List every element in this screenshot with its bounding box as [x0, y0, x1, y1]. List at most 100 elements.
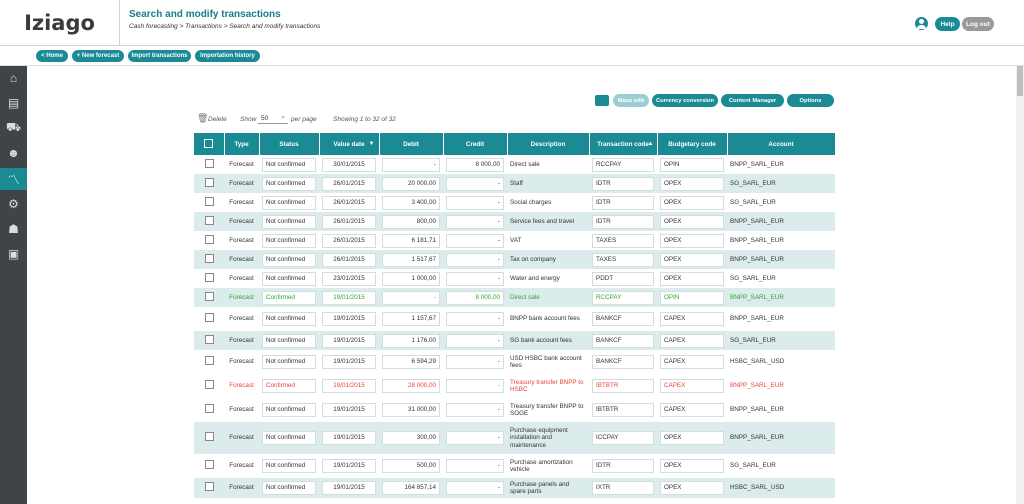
- budgetary-code-cell[interactable]: OPEX: [657, 212, 727, 231]
- credit-cell-value[interactable]: -: [446, 271, 504, 286]
- credit-cell-value[interactable]: -: [446, 176, 504, 191]
- table-row[interactable]: Forecast Not confirmed 19/01/2015 31 000,00…: [194, 398, 835, 422]
- column-transaction-code[interactable]: Transaction code ▲: [589, 133, 658, 155]
- debit-cell[interactable]: 1 176,00: [379, 331, 443, 350]
- value-date-cell[interactable]: 19/01/2015: [319, 350, 379, 374]
- status-cell[interactable]: Not confirmed: [259, 454, 319, 478]
- status-cell[interactable]: Not confirmed: [259, 331, 319, 350]
- credit-cell-value[interactable]: -: [446, 431, 504, 445]
- transaction-code-cell[interactable]: BANKCF: [589, 331, 657, 350]
- table-row[interactable]: Forecast Not confirmed 26/01/2015 1 517,67-…: [194, 250, 835, 269]
- row-checkbox[interactable]: [204, 272, 214, 282]
- budgetary-code-cell-value[interactable]: CAPEX: [660, 355, 724, 369]
- table-row[interactable]: Forecast Not confirmed 19/01/2015 6 594,29-…: [194, 350, 835, 374]
- budgetary-code-cell-value[interactable]: OPEX: [660, 481, 724, 495]
- budgetary-code-cell-value[interactable]: CAPEX: [660, 403, 724, 417]
- budgetary-code-cell-value[interactable]: OPEX: [660, 271, 724, 286]
- logout-button[interactable]: Log out: [962, 17, 994, 31]
- value-date-cell[interactable]: 26/01/2015: [319, 250, 379, 269]
- row-checkbox[interactable]: [204, 356, 214, 366]
- transaction-code-cell[interactable]: IDTR: [589, 212, 657, 231]
- credit-cell[interactable]: 8 000,00: [443, 288, 507, 307]
- status-cell-value[interactable]: Not confirmed: [262, 481, 316, 495]
- value-date-cell[interactable]: 23/01/2015: [319, 269, 379, 288]
- credit-cell-value[interactable]: -: [446, 233, 504, 248]
- table-row[interactable]: Forecast Not confirmed 19/01/2015 1 176,00-…: [194, 331, 835, 350]
- credit-cell[interactable]: -: [443, 250, 507, 269]
- transaction-code-cell-value[interactable]: TAXES: [592, 233, 654, 248]
- status-cell[interactable]: Not confirmed: [259, 212, 319, 231]
- status-cell-value[interactable]: Confirmed: [262, 290, 316, 305]
- status-cell-value[interactable]: Not confirmed: [262, 233, 316, 248]
- credit-cell-value[interactable]: 8 000,00: [446, 290, 504, 305]
- column-account[interactable]: Account: [727, 133, 836, 155]
- value-date-cell-value[interactable]: 19/01/2015: [322, 355, 376, 369]
- budgetary-code-cell[interactable]: OPEX: [657, 454, 727, 478]
- status-cell[interactable]: Not confirmed: [259, 422, 319, 454]
- transaction-code-cell-value[interactable]: IBTBTR: [592, 403, 654, 417]
- value-date-cell-value[interactable]: 19/01/2015: [322, 459, 376, 473]
- column-description[interactable]: Description: [507, 133, 590, 155]
- value-date-cell[interactable]: 19/01/2015: [319, 331, 379, 350]
- column-type[interactable]: Type: [224, 133, 260, 155]
- mass-edit-button[interactable]: Mass edit: [613, 94, 649, 107]
- import-transactions-button[interactable]: Import transactions: [128, 50, 191, 62]
- credit-cell-value[interactable]: -: [446, 355, 504, 369]
- budgetary-code-cell[interactable]: OPEX: [657, 250, 727, 269]
- debit-cell-value[interactable]: 6 181,71: [382, 233, 440, 248]
- credit-cell[interactable]: -: [443, 374, 507, 398]
- debit-cell-value[interactable]: 31 000,00: [382, 403, 440, 417]
- budgetary-code-cell[interactable]: OPIN: [657, 155, 727, 174]
- transaction-code-cell[interactable]: TAXES: [589, 231, 657, 250]
- budgetary-code-cell[interactable]: OPEX: [657, 174, 727, 193]
- importation-history-button[interactable]: Importation history: [195, 50, 260, 62]
- credit-cell[interactable]: -: [443, 350, 507, 374]
- status-cell-value[interactable]: Not confirmed: [262, 195, 316, 210]
- budgetary-code-cell[interactable]: CAPEX: [657, 398, 727, 422]
- row-checkbox[interactable]: [204, 234, 214, 244]
- document-icon[interactable]: ▤: [7, 96, 20, 110]
- column-credit[interactable]: Credit: [443, 133, 508, 155]
- value-date-cell[interactable]: 26/01/2015: [319, 174, 379, 193]
- status-cell-value[interactable]: Not confirmed: [262, 459, 316, 473]
- value-date-cell[interactable]: 19/01/2015: [319, 478, 379, 498]
- status-cell[interactable]: Not confirmed: [259, 155, 319, 174]
- row-checkbox[interactable]: [204, 313, 214, 323]
- status-cell-value[interactable]: Not confirmed: [262, 333, 316, 348]
- budgetary-code-cell-value[interactable]: CAPEX: [660, 379, 724, 393]
- debit-cell[interactable]: 28 000,00: [379, 374, 443, 398]
- table-row[interactable]: Forecast Not confirmed 26/01/2015 3 400,00-…: [194, 193, 835, 212]
- transaction-code-cell[interactable]: IBTBTR: [589, 374, 657, 398]
- credit-cell[interactable]: -: [443, 193, 507, 212]
- transaction-code-cell-value[interactable]: ICCPAY: [592, 431, 654, 445]
- status-cell[interactable]: Not confirmed: [259, 174, 319, 193]
- credit-cell-value[interactable]: -: [446, 379, 504, 393]
- debit-cell-value[interactable]: 1 176,00: [382, 333, 440, 348]
- credit-cell-value[interactable]: -: [446, 214, 504, 229]
- debit-cell-value[interactable]: 164 857,14: [382, 481, 440, 495]
- budgetary-code-cell-value[interactable]: OPEX: [660, 459, 724, 473]
- transaction-code-cell-value[interactable]: RCCPAY: [592, 157, 654, 172]
- debit-cell[interactable]: 800,00: [379, 212, 443, 231]
- row-checkbox[interactable]: [204, 196, 214, 206]
- status-cell-value[interactable]: Not confirmed: [262, 431, 316, 445]
- value-date-cell-value[interactable]: 26/01/2015: [322, 195, 376, 210]
- value-date-cell-value[interactable]: 19/01/2015: [322, 403, 376, 417]
- status-cell[interactable]: Not confirmed: [259, 307, 319, 331]
- credit-cell[interactable]: -: [443, 212, 507, 231]
- credit-cell[interactable]: -: [443, 478, 507, 498]
- home-button[interactable]: < Home: [36, 50, 68, 62]
- transaction-code-cell[interactable]: TAXES: [589, 250, 657, 269]
- table-row[interactable]: Forecast Not confirmed 19/01/2015 164 857,1…: [194, 478, 835, 498]
- transaction-code-cell-value[interactable]: IBTBTR: [592, 379, 654, 393]
- budgetary-code-cell-value[interactable]: OPEX: [660, 195, 724, 210]
- row-checkbox[interactable]: [204, 253, 214, 263]
- budgetary-code-cell[interactable]: CAPEX: [657, 331, 727, 350]
- row-checkbox[interactable]: [204, 291, 214, 301]
- row-checkbox[interactable]: [204, 380, 214, 390]
- delete-label[interactable]: Delete: [208, 116, 227, 123]
- credit-cell[interactable]: -: [443, 174, 507, 193]
- debit-cell-value[interactable]: 500,00: [382, 459, 440, 473]
- credit-cell-value[interactable]: -: [446, 459, 504, 473]
- transaction-code-cell[interactable]: IXTR: [589, 478, 657, 498]
